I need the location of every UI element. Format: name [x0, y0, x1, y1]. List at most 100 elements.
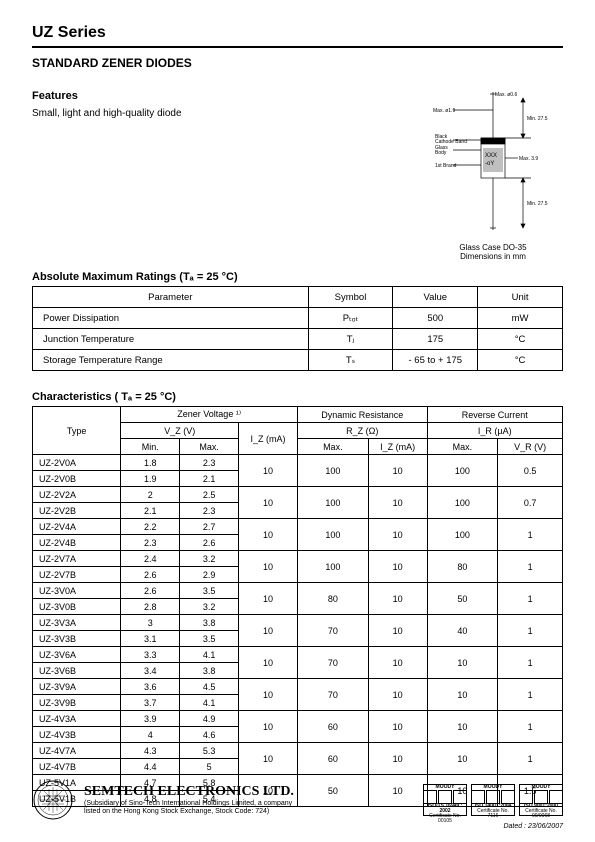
char-cell: 3.1 — [121, 631, 180, 647]
cert-strip: MOODYISO/TS 16949 : 2002Certificate No. … — [423, 784, 563, 816]
char-cell: 10 — [427, 679, 498, 711]
amr-cell: Power Dissipation — [33, 308, 309, 329]
char-cell: UZ-2V2A — [33, 487, 121, 503]
char-cell: UZ-3V0B — [33, 599, 121, 615]
char-cell: 3.6 — [121, 679, 180, 695]
amr-title: Absolute Maximum Ratings (Tₐ = 25 °C) — [32, 271, 563, 283]
char-cell: 0.7 — [498, 487, 563, 519]
amr-header: Symbol — [308, 287, 393, 308]
page-footer: SEMTECH ELECTRONICS LTD. (Subsidiary of … — [32, 774, 563, 830]
char-cell: 2.6 — [121, 567, 180, 583]
char-cell: 100 — [298, 455, 369, 487]
char-cell: 10 — [239, 615, 298, 647]
company-sub-1: (Subsidiary of Sino-Tech International H… — [84, 800, 413, 808]
char-cell: 4.9 — [180, 711, 239, 727]
amr-cell: Junction Temperature — [33, 329, 309, 350]
char-cell: 2.6 — [121, 583, 180, 599]
char-cell: 10 — [368, 615, 427, 647]
char-cell: Max. — [427, 439, 498, 455]
char-cell: UZ-4V3A — [33, 711, 121, 727]
amr-cell: 500 — [393, 308, 478, 329]
char-cell: 70 — [298, 679, 369, 711]
char-cell: 3.2 — [180, 599, 239, 615]
char-cell: 60 — [298, 711, 369, 743]
char-cell: 4.5 — [180, 679, 239, 695]
char-cell: I_Z (mA) — [368, 439, 427, 455]
char-cell: Max. — [298, 439, 369, 455]
svg-text:Max. ø1.9: Max. ø1.9 — [433, 108, 455, 114]
char-cell: V_Z (V) — [121, 423, 239, 439]
amr-cell: mW — [478, 308, 563, 329]
char-cell: 2.3 — [180, 455, 239, 471]
char-cell: 4.1 — [180, 695, 239, 711]
package-svg: XXX -oY Min. 27.5 Min. 27.5 Max. 3.9 — [423, 90, 563, 240]
char-cell: 2.8 — [121, 599, 180, 615]
svg-text:XXX: XXX — [485, 153, 497, 159]
char-cell: 5 — [180, 759, 239, 775]
svg-text:Min. 27.5: Min. 27.5 — [527, 201, 548, 207]
char-cell: UZ-3V9B — [33, 695, 121, 711]
char-cell: 10 — [427, 647, 498, 679]
svg-text:Min. 27.5: Min. 27.5 — [527, 116, 548, 122]
char-cell: UZ-4V7B — [33, 759, 121, 775]
amr-cell: 175 — [393, 329, 478, 350]
amr-cell: Pₜₒₜ — [308, 308, 393, 329]
char-cell: UZ-4V3B — [33, 727, 121, 743]
char-cell: 1 — [498, 583, 563, 615]
char-cell: UZ-3V6B — [33, 663, 121, 679]
char-cell: R_Z (Ω) — [298, 423, 428, 439]
char-cell: 2.5 — [180, 487, 239, 503]
char-cell: 2.9 — [180, 567, 239, 583]
company-logo-icon — [32, 779, 74, 821]
char-cell: 10 — [368, 583, 427, 615]
char-cell: 100 — [298, 487, 369, 519]
char-cell: 2.3 — [180, 503, 239, 519]
features-block: Features Small, light and high-quality d… — [32, 90, 332, 261]
char-cell: 10 — [239, 551, 298, 583]
amr-cell: - 65 to + 175 — [393, 350, 478, 371]
char-cell: 10 — [239, 647, 298, 679]
char-cell: UZ-3V6A — [33, 647, 121, 663]
char-cell: UZ-2V7B — [33, 567, 121, 583]
char-cell: 80 — [427, 551, 498, 583]
char-cell: I_R (µA) — [427, 423, 562, 439]
features-row: Features Small, light and high-quality d… — [32, 90, 563, 261]
char-cell: 1 — [498, 519, 563, 551]
char-cell: 10 — [368, 711, 427, 743]
package-drawing: XXX -oY Min. 27.5 Min. 27.5 Max. 3.9 — [423, 90, 563, 261]
char-cell: 2.6 — [180, 535, 239, 551]
char-cell: 100 — [298, 519, 369, 551]
char-cell: Min. — [121, 439, 180, 455]
char-cell: 3.9 — [121, 711, 180, 727]
char-table: TypeZener Voltage ¹⁾Dynamic ResistanceRe… — [32, 406, 563, 807]
char-cell: 2.2 — [121, 519, 180, 535]
char-cell: 70 — [298, 615, 369, 647]
char-cell: 10 — [368, 487, 427, 519]
char-cell: 4.6 — [180, 727, 239, 743]
char-cell: 60 — [298, 743, 369, 775]
char-cell: 40 — [427, 615, 498, 647]
char-cell: 1.9 — [121, 471, 180, 487]
char-cell: UZ-3V0A — [33, 583, 121, 599]
char-cell: UZ-3V3B — [33, 631, 121, 647]
amr-cell: Tⱼ — [308, 329, 393, 350]
features-desc: Small, light and high-quality diode — [32, 108, 332, 119]
company-sub-2: listed on the Hong Kong Stock Exchange, … — [84, 808, 413, 816]
char-cell: 10 — [368, 647, 427, 679]
char-cell: UZ-3V9A — [33, 679, 121, 695]
char-cell: I_Z (mA) — [239, 423, 298, 455]
char-cell: 10 — [368, 455, 427, 487]
char-cell: 10 — [368, 551, 427, 583]
char-cell: 100 — [427, 519, 498, 551]
char-cell: 10 — [239, 711, 298, 743]
char-cell: UZ-2V0B — [33, 471, 121, 487]
cert-badge: MOODYISO/TS 16949 : 2002Certificate No. … — [423, 784, 467, 816]
char-cell: 2.1 — [180, 471, 239, 487]
char-cell: 1 — [498, 743, 563, 775]
svg-text:1st Brand: 1st Brand — [435, 163, 457, 169]
char-cell: UZ-2V4A — [33, 519, 121, 535]
char-cell: 50 — [427, 583, 498, 615]
amr-cell: °C — [478, 350, 563, 371]
char-cell: 3.2 — [180, 551, 239, 567]
char-cell: 3 — [121, 615, 180, 631]
